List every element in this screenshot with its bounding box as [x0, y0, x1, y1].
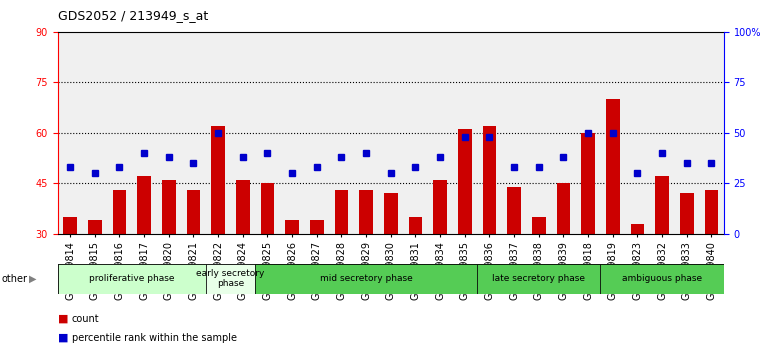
Bar: [557, 183, 571, 234]
Bar: [211, 126, 225, 234]
Bar: [477, 264, 601, 294]
Text: late secretory phase: late secretory phase: [492, 274, 585, 283]
Bar: [705, 190, 718, 234]
Bar: [655, 176, 669, 234]
Text: mid secretory phase: mid secretory phase: [320, 274, 413, 283]
Bar: [137, 176, 151, 234]
Bar: [532, 217, 546, 234]
Bar: [335, 190, 348, 234]
Bar: [286, 220, 299, 234]
Bar: [186, 190, 200, 234]
Bar: [112, 190, 126, 234]
Bar: [88, 220, 102, 234]
Bar: [206, 264, 255, 294]
Bar: [261, 183, 274, 234]
Bar: [236, 180, 249, 234]
Bar: [458, 130, 471, 234]
Text: ambiguous phase: ambiguous phase: [622, 274, 702, 283]
Bar: [606, 99, 620, 234]
Text: proliferative phase: proliferative phase: [89, 274, 175, 283]
Bar: [63, 217, 77, 234]
Text: other: other: [2, 274, 28, 284]
Text: GDS2052 / 213949_s_at: GDS2052 / 213949_s_at: [58, 9, 208, 22]
Text: ■: ■: [58, 333, 69, 343]
Text: percentile rank within the sample: percentile rank within the sample: [72, 333, 236, 343]
Bar: [631, 224, 644, 234]
Text: ▶: ▶: [29, 274, 37, 284]
Bar: [680, 193, 694, 234]
Text: early secretory
phase: early secretory phase: [196, 269, 265, 289]
Bar: [434, 180, 447, 234]
Bar: [58, 264, 206, 294]
Bar: [310, 220, 323, 234]
Bar: [384, 193, 397, 234]
Bar: [483, 126, 496, 234]
Bar: [581, 133, 595, 234]
Bar: [601, 264, 724, 294]
Bar: [507, 187, 521, 234]
Text: count: count: [72, 314, 99, 324]
Bar: [360, 190, 373, 234]
Text: ■: ■: [58, 314, 69, 324]
Bar: [255, 264, 477, 294]
Bar: [162, 180, 176, 234]
Bar: [409, 217, 422, 234]
